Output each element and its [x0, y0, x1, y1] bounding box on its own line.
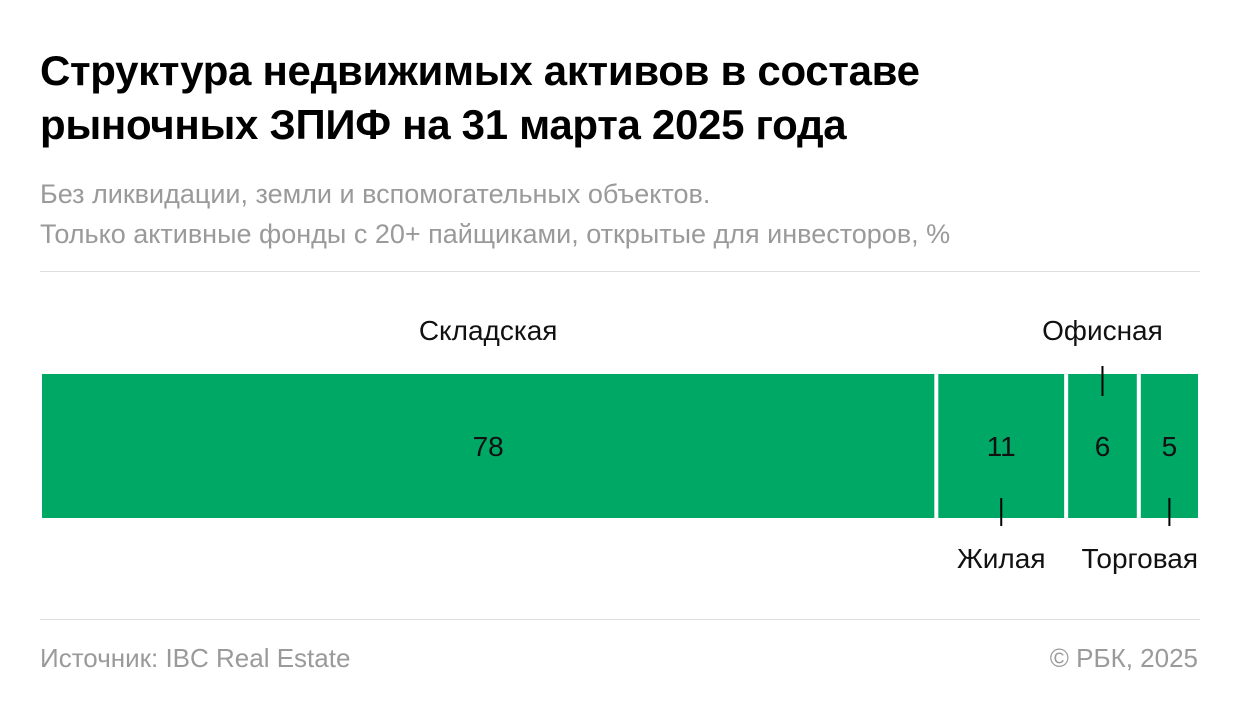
segment-3-value-label: 6 — [1095, 431, 1111, 462]
segment-3-category-label: Офисная — [1042, 315, 1163, 346]
source-note: Источник: IBC Real Estate — [40, 643, 351, 673]
chart-title-line-1: Структура недвижимых активов в составе — [40, 47, 920, 94]
segment-2-bar — [938, 374, 1065, 518]
segment-4-category-label: Торговая — [1081, 543, 1198, 574]
segment-1-bar — [42, 374, 935, 518]
chart-title: Структура недвижимых активов в составе р… — [40, 44, 1200, 152]
segment-4-value-label: 5 — [1162, 431, 1178, 462]
chart-title-line-2: рыночных ЗПИФ на 31 марта 2025 года — [40, 101, 847, 148]
chart-subtitle-line-1: Без ликвидации, земли и вспомогательных … — [40, 179, 711, 209]
bottom-divider — [40, 619, 1200, 620]
segment-2-category-label: Жилая — [957, 543, 1046, 574]
segment-1-category-label: Складская — [419, 315, 558, 346]
chart-subtitle: Без ликвидации, земли и вспомогательных … — [40, 174, 1200, 254]
top-divider — [40, 271, 1200, 272]
segment-2-value-label: 11 — [987, 431, 1016, 462]
segment-3-bar — [1068, 374, 1137, 518]
stacked-bar-chart: 78 Складская 11 Жилая 6 Офисная 5 Торговая — [42, 315, 1198, 574]
chart-subtitle-line-2: Только активные фонды с 20+ пайщиками, о… — [40, 219, 951, 249]
copyright-note: © РБК, 2025 — [1049, 643, 1198, 673]
segment-1-value-label: 78 — [473, 431, 504, 462]
segment-4-bar — [1140, 374, 1198, 518]
